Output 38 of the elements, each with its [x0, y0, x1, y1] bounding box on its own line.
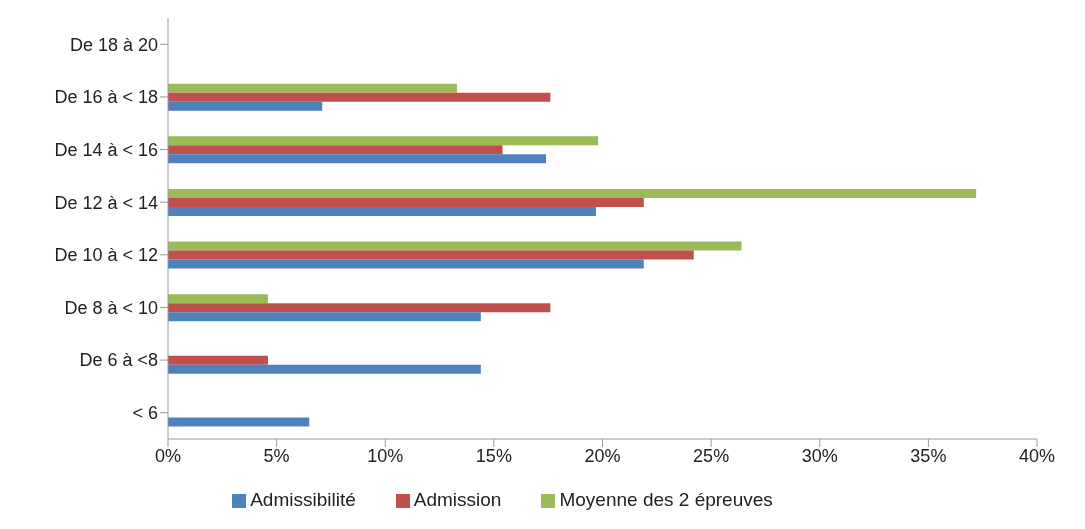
y-tick-label: De 16 à < 18 — [54, 87, 158, 108]
bar — [168, 355, 268, 365]
legend-label: Admission — [413, 489, 502, 510]
x-tick-label: 35% — [910, 445, 947, 466]
bar — [168, 312, 481, 322]
y-tick-label: De 10 à < 12 — [54, 245, 158, 266]
x-tick-label: 0% — [154, 445, 182, 466]
y-tick-label: De 18 à 20 — [69, 34, 158, 55]
bar — [168, 250, 694, 260]
bar — [168, 206, 596, 216]
bar — [168, 154, 547, 164]
bar — [168, 145, 503, 155]
bar — [168, 136, 599, 146]
y-tick-label: De 14 à < 16 — [54, 139, 158, 160]
legend-label: Moyenne des 2 épreuves — [559, 489, 773, 510]
bar — [168, 83, 457, 93]
x-tick-label: 10% — [367, 445, 404, 466]
bar — [168, 417, 310, 427]
bar — [168, 294, 268, 304]
legend-label: Admissibilité — [250, 489, 356, 510]
bar — [168, 188, 977, 198]
y-tick-label: De 12 à < 14 — [54, 192, 158, 213]
bar — [168, 259, 644, 269]
x-tick-label: 40% — [1018, 445, 1056, 466]
bar — [168, 364, 481, 374]
y-tick-label: De 6 à <8 — [79, 350, 158, 371]
bar — [168, 303, 551, 313]
bar — [168, 101, 323, 111]
x-tick-label: 20% — [584, 445, 621, 466]
bar — [168, 92, 551, 102]
x-tick-label: 15% — [475, 445, 512, 466]
x-tick-label: 5% — [263, 445, 290, 466]
bar — [168, 241, 742, 251]
bar — [168, 197, 644, 207]
x-tick-label: 30% — [801, 445, 838, 466]
y-tick-label: De 8 à < 10 — [64, 297, 158, 318]
x-tick-label: 25% — [693, 445, 730, 466]
y-tick-label: < 6 — [132, 403, 158, 424]
